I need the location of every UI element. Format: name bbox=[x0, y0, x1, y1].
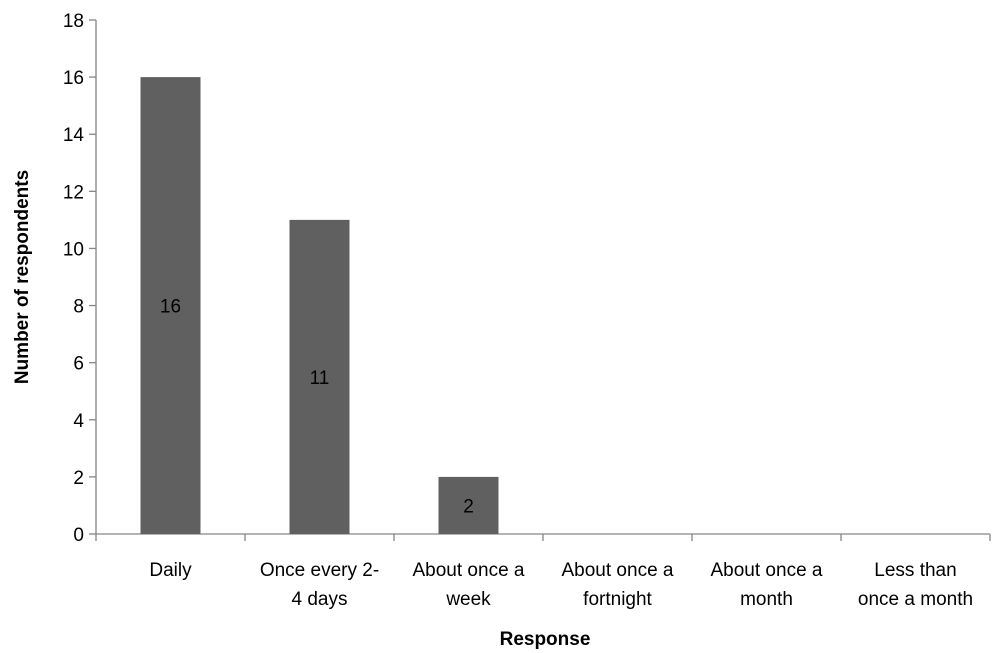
data-label: 11 bbox=[310, 368, 330, 389]
x-tick-label: Less than once a month bbox=[858, 560, 973, 610]
y-tick-label: 16 bbox=[63, 68, 84, 89]
data-label: 2 bbox=[463, 496, 474, 517]
bar bbox=[140, 77, 201, 534]
x-tick-label: Daily bbox=[149, 560, 192, 581]
bar bbox=[289, 219, 350, 534]
bars bbox=[140, 77, 499, 534]
y-tick-label: 12 bbox=[63, 182, 84, 203]
y-tick-label: 14 bbox=[63, 125, 85, 146]
y-tick-label: 18 bbox=[63, 11, 84, 32]
x-tick-label: Once every 2-4 days bbox=[260, 560, 379, 610]
y-tick-label: 8 bbox=[73, 297, 84, 318]
y-tick-label: 0 bbox=[73, 525, 84, 546]
x-tick-label: About once a month bbox=[711, 560, 823, 610]
x-axis: Daily Once every 2-4 days About once a week… bbox=[95, 533, 991, 610]
data-label: 16 bbox=[160, 297, 181, 318]
y-axis-title: Number of respondents bbox=[12, 170, 33, 384]
data-labels: 16 11 2 bbox=[160, 297, 474, 518]
y-tick-label: 6 bbox=[73, 354, 84, 375]
y-axis: 0 2 4 6 8 10 12 14 16 18 bbox=[63, 11, 97, 546]
bar bbox=[438, 476, 499, 534]
y-tick-label: 4 bbox=[73, 411, 84, 432]
y-tick-label: 10 bbox=[63, 239, 84, 260]
x-tick-label: About once a fortnight bbox=[562, 560, 674, 610]
y-tick-label: 2 bbox=[73, 468, 84, 489]
x-axis-title: Response bbox=[500, 629, 591, 650]
x-tick-label: About once a week bbox=[413, 560, 525, 610]
